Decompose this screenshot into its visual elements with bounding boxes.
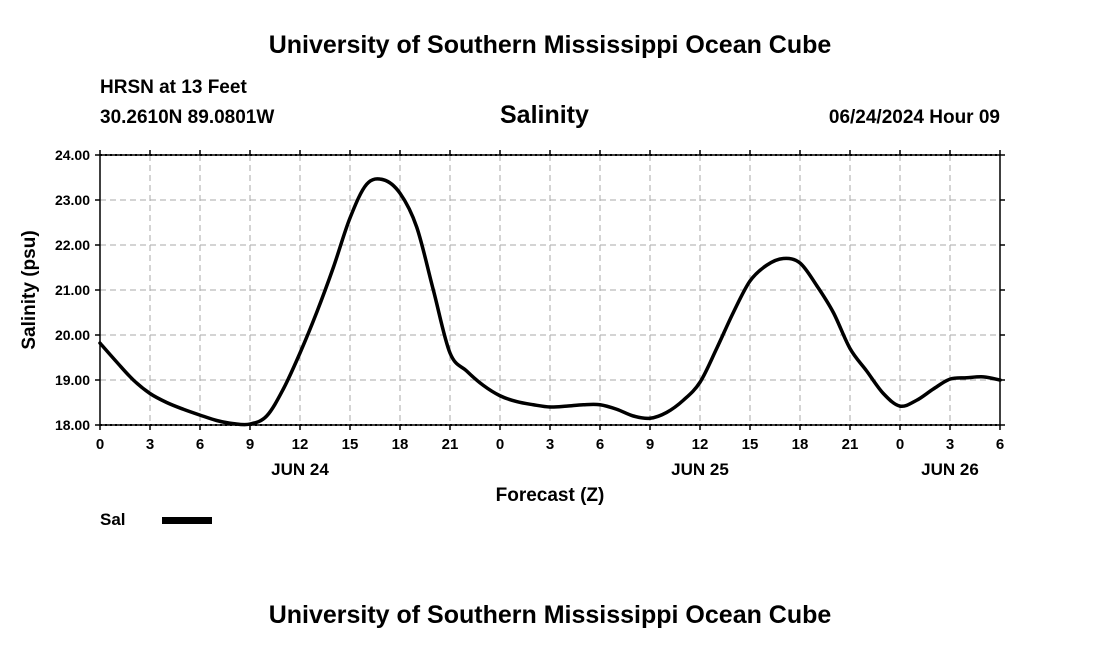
date-label: JUN 25 [671, 460, 729, 479]
forecast-datetime: 06/24/2024 Hour 09 [828, 107, 1000, 128]
legend-swatch [162, 517, 212, 524]
y-tick-label: 21.00 [55, 282, 90, 298]
x-tick-label: 18 [392, 436, 409, 453]
x-tick-label: 6 [596, 436, 604, 453]
footer-title: University of Southern Mississippi Ocean… [268, 601, 832, 629]
date-label: JUN 26 [921, 460, 979, 479]
station-coordinates: 30.2610N 89.0801W [100, 107, 275, 128]
x-tick-label: 3 [146, 436, 154, 453]
grid [99, 154, 1001, 426]
y-tick-label: 18.00 [55, 417, 90, 433]
x-tick-label: 6 [996, 436, 1004, 453]
y-tick-label: 19.00 [55, 372, 90, 388]
series-line-sal [98, 177, 1002, 427]
y-tick-label: 22.00 [55, 237, 90, 253]
x-tick-label: 18 [792, 436, 809, 453]
x-tick-label: 12 [292, 436, 309, 453]
x-tick-label: 3 [546, 436, 554, 453]
x-tick-label: 12 [692, 436, 709, 453]
y-axis-label: Salinity (psu) [19, 230, 40, 349]
x-tick-label: 3 [946, 436, 954, 453]
x-tick-label: 0 [896, 436, 904, 453]
x-tick-label: 15 [342, 436, 359, 453]
y-tick-label: 23.00 [55, 192, 90, 208]
page-title: University of Southern Mississippi Ocean… [268, 31, 832, 59]
x-tick-label: 15 [742, 436, 759, 453]
x-axis-label: Forecast (Z) [496, 485, 605, 506]
x-tick-label: 9 [246, 436, 254, 453]
y-tick-label: 20.00 [55, 327, 90, 343]
station-name: HRSN at 13 Feet [100, 77, 247, 98]
x-tick-label: 21 [842, 436, 859, 453]
x-tick-label: 0 [96, 436, 104, 453]
date-label: JUN 24 [271, 460, 329, 479]
x-tick-label: 6 [196, 436, 204, 453]
x-tick-label: 21 [442, 436, 459, 453]
x-tick-label: 9 [646, 436, 654, 453]
legend-label: Sal [100, 510, 126, 529]
axis-ticks [95, 150, 1005, 430]
chart-title: Salinity [500, 101, 589, 129]
x-tick-label: 0 [496, 436, 504, 453]
y-tick-label: 24.00 [55, 147, 90, 163]
